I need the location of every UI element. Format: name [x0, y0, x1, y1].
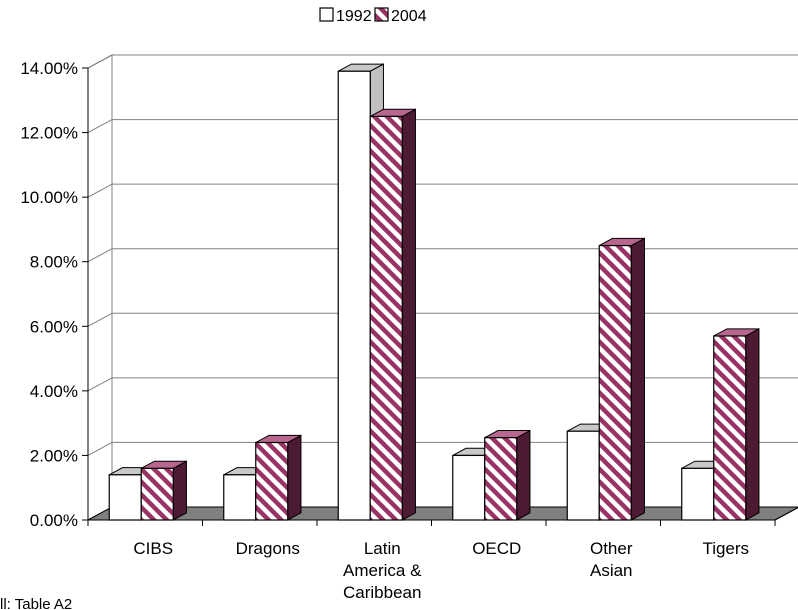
- bar-side: [630, 237, 645, 521]
- x-tick-label: CIBS: [133, 539, 173, 558]
- y-tick-label: 2.00%: [30, 446, 78, 465]
- gridline-side: [87, 248, 113, 263]
- bar-1992-0: [108, 474, 142, 521]
- legend-label-2004: 2004: [391, 8, 427, 25]
- bar-side: [172, 460, 187, 521]
- y-tick-label: 0.00%: [30, 511, 78, 530]
- bar-2004-5: [713, 335, 747, 521]
- y-tick-label: 10.00%: [20, 188, 78, 207]
- bar-2004-2: [369, 115, 403, 521]
- y-tick-label: 14.00%: [20, 59, 78, 78]
- bar-side: [516, 429, 531, 521]
- x-tick-label: Tigers: [702, 539, 749, 558]
- back-wall: [111, 54, 798, 508]
- plot-area: 0.00% 2.00% 4.00% 6.00% 8.00% 10.00% 12.00% 14.…: [20, 54, 798, 602]
- legend: 1992 2004: [319, 7, 427, 25]
- gridline-side: [87, 54, 113, 69]
- bar-1992-4: [566, 430, 600, 521]
- gridline-side: [87, 119, 113, 134]
- y-tick-label: 12.00%: [20, 124, 78, 143]
- footnote: ll: Table A2: [0, 596, 72, 610]
- bar-1992-1: [223, 474, 257, 521]
- x-tick-label: OECD: [472, 539, 521, 558]
- x-tick-label: Caribbean: [343, 583, 421, 602]
- legend-swatch-2004: [374, 7, 389, 22]
- y-tick-label: 6.00%: [30, 317, 78, 336]
- bar-side: [401, 108, 416, 521]
- side-wall: [87, 54, 113, 521]
- legend-label-1992: 1992: [336, 8, 372, 25]
- bar-side: [287, 434, 302, 521]
- bar-2004-0: [140, 467, 174, 521]
- legend-swatch-1992: [319, 7, 334, 22]
- bar-2004-1: [255, 441, 289, 521]
- bar-1992-5: [681, 467, 715, 521]
- gridline-side: [87, 183, 113, 198]
- x-tick-label: Asian: [590, 561, 633, 580]
- x-tick-label: America &: [343, 561, 422, 580]
- bar-1992-2: [337, 70, 371, 521]
- bar-2004-3: [484, 437, 518, 521]
- bar-2004-4: [598, 244, 632, 521]
- bar-side: [745, 327, 760, 521]
- y-tick-label: 8.00%: [30, 253, 78, 272]
- y-tick-label: 4.00%: [30, 382, 78, 401]
- x-tick-label: Dragons: [236, 539, 300, 558]
- gridline-side: [87, 441, 113, 456]
- x-tick-label: Other: [590, 539, 633, 558]
- gridline-side: [87, 312, 113, 327]
- x-tick-label: Latin: [364, 539, 401, 558]
- bar-1992-3: [452, 454, 486, 521]
- gridline-side: [87, 377, 113, 392]
- floor-edge: [774, 506, 798, 521]
